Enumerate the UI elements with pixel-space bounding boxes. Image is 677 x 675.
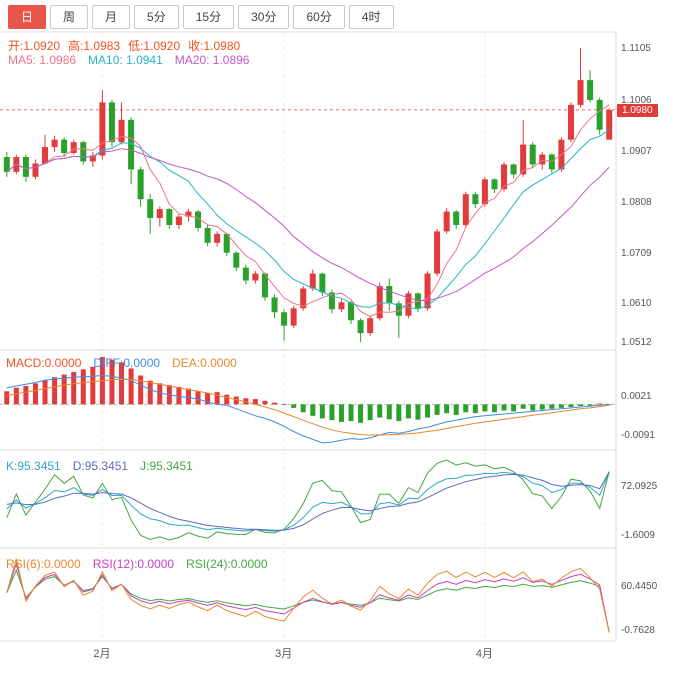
rsi24-value: RSI(24):0.0000 <box>186 557 268 571</box>
rsi6-value: RSI(6):0.0000 <box>6 557 81 571</box>
j-value: J:95.3451 <box>140 459 193 473</box>
kdj-axis-label: 72.0925 <box>621 481 658 492</box>
ma-readout: MA5: 1.0986 MA10: 1.0941 MA20: 1.0896 <box>8 53 249 67</box>
y-axis-label: 1.0907 <box>621 146 652 157</box>
ma20-value: MA20: 1.0896 <box>174 53 250 67</box>
tab-5min[interactable]: 5分 <box>134 5 179 29</box>
open-value: 开:1.0920 <box>8 39 61 53</box>
d-value: D:95.3451 <box>72 459 129 473</box>
x-axis-label: 2月 <box>93 648 111 660</box>
high-value: 高:1.0983 <box>68 39 121 53</box>
kdj-axis-label: -1.6009 <box>621 530 655 541</box>
rsi-readout: RSI(6):0.0000 RSI(12):0.0000 RSI(24):0.0… <box>6 557 268 571</box>
y-axis-label: 1.0512 <box>621 337 652 348</box>
timeframe-tabbar: 日 周 月 5分 15分 30分 60分 4时 <box>8 5 394 29</box>
y-axis-label: 1.0709 <box>621 248 652 259</box>
k-value: K:95.3451 <box>6 459 61 473</box>
tab-4hour[interactable]: 4时 <box>348 5 394 29</box>
rsi-axis-label: -0.7628 <box>621 625 655 636</box>
ma5-value: MA5: 1.0986 <box>8 53 77 67</box>
ma10-value: MA10: 1.0941 <box>88 53 163 67</box>
kdj-readout: K:95.3451 D:95.3451 J:95.3451 <box>6 459 193 473</box>
rsi-axis-label: 60.4450 <box>621 581 658 592</box>
x-axis-label: 4月 <box>475 648 494 660</box>
macd-readout: MACD:0.0000 DIFF:0.0000 DEA:0.0000 <box>6 356 237 370</box>
tab-month[interactable]: 月 <box>92 5 131 29</box>
y-axis-label: 1.1006 <box>621 95 652 106</box>
macd-axis-label: 0.0021 <box>621 391 652 402</box>
tab-30min[interactable]: 30分 <box>238 5 290 29</box>
x-axis-label: 3月 <box>275 648 293 660</box>
y-axis-label: 1.0610 <box>621 298 652 309</box>
tab-day[interactable]: 日 <box>8 5 47 29</box>
low-value: 低:1.0920 <box>128 39 181 53</box>
current-price-tag: 1.0980 <box>617 104 658 117</box>
tab-15min[interactable]: 15分 <box>182 5 235 29</box>
tab-60min[interactable]: 60分 <box>293 5 345 29</box>
macd-value: MACD:0.0000 <box>6 356 82 370</box>
close-value: 收:1.0980 <box>188 39 241 53</box>
ohlc-readout: 开:1.0920 高:1.0983 低:1.0920 收:1.0980 <box>8 37 240 54</box>
y-axis-label: 1.1105 <box>621 43 651 54</box>
dea-value: DEA:0.0000 <box>172 356 237 370</box>
tab-week[interactable]: 周 <box>50 5 89 29</box>
macd-axis-label: -0.0091 <box>621 430 655 441</box>
y-axis-label: 1.0808 <box>621 197 652 208</box>
rsi12-value: RSI(12):0.0000 <box>92 557 175 571</box>
diff-value: DIFF:0.0000 <box>93 356 161 370</box>
